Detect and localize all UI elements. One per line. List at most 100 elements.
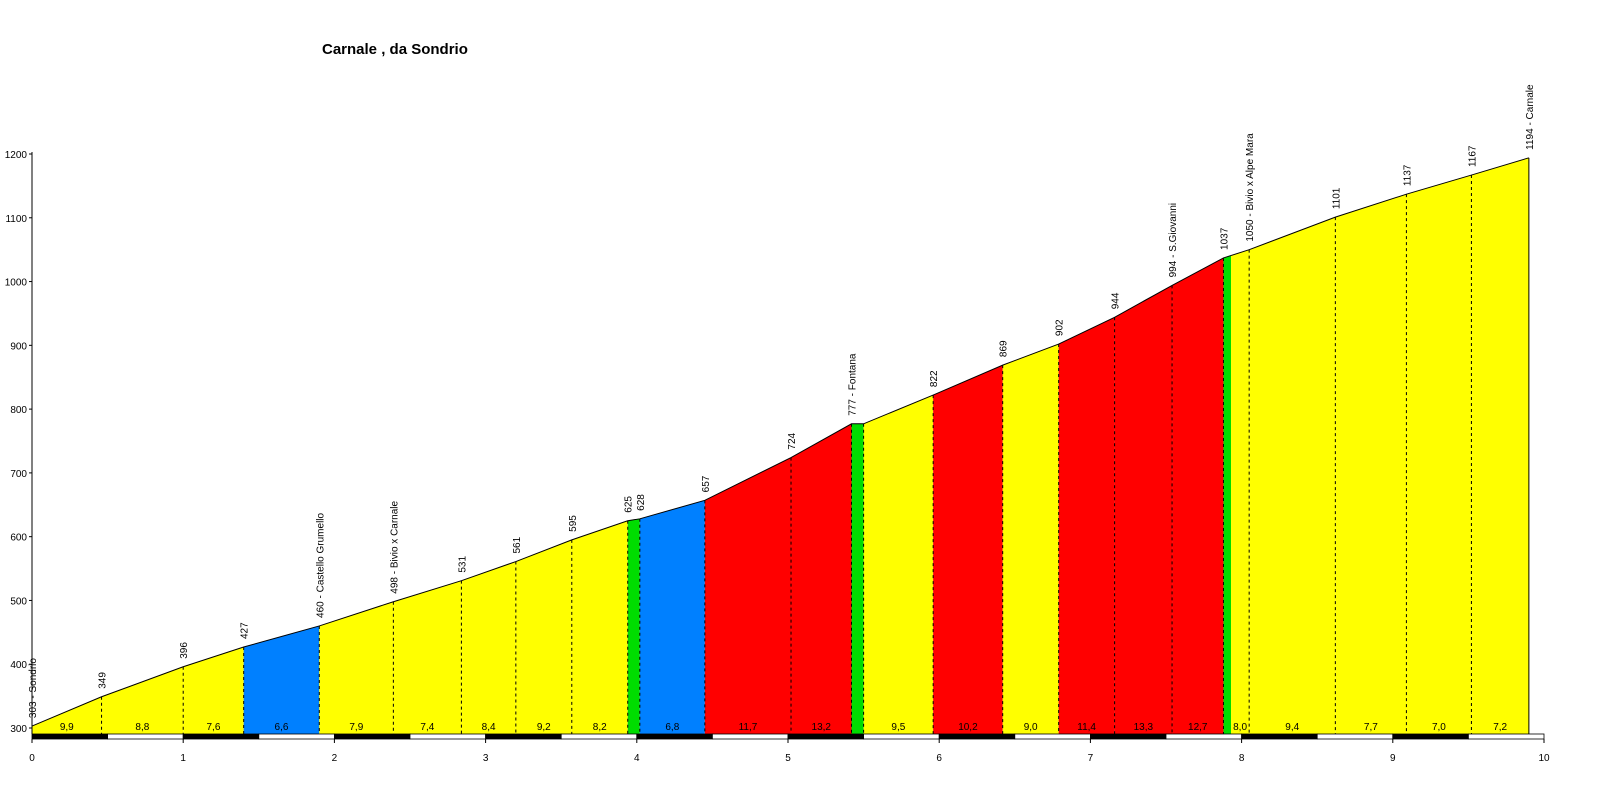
segment-red <box>1058 317 1115 734</box>
scale-block <box>1468 733 1545 740</box>
segment-yellow <box>32 696 102 734</box>
gradient-label: 7,0 <box>1432 722 1446 733</box>
segment-red <box>1114 285 1173 734</box>
km-scale-bar <box>31 733 1545 740</box>
segment-yellow <box>1471 157 1529 734</box>
elevation-label: 902 <box>1055 319 1066 336</box>
gradient-label: 8,2 <box>593 722 607 733</box>
x-tick-label: 1 <box>180 753 186 764</box>
gradient-label: 9,5 <box>891 722 905 733</box>
y-tick-label: 600 <box>10 533 27 544</box>
segment-red <box>704 457 792 734</box>
elevation-label: 625 <box>624 496 635 513</box>
elevation-label: 657 <box>701 475 712 492</box>
segment-yellow <box>183 647 244 734</box>
gradient-segments <box>32 157 1529 735</box>
segment-yellow <box>1335 194 1407 734</box>
segment-yellow <box>319 601 394 734</box>
gradient-label: 12,7 <box>1188 722 1208 733</box>
scale-block <box>182 733 260 740</box>
segment-yellow <box>461 561 516 734</box>
x-tick-label: 7 <box>1088 753 1094 764</box>
segment-blue <box>243 625 320 734</box>
gradient-label: 8,8 <box>135 722 149 733</box>
y-tick-label: 500 <box>10 596 27 607</box>
gradient-label: 7,2 <box>1493 722 1507 733</box>
gradient-label: 8,0 <box>1233 722 1247 733</box>
elevation-label: 427 <box>240 622 251 639</box>
gradient-label: 9,9 <box>60 722 74 733</box>
y-tick-label: 400 <box>10 660 27 671</box>
gradient-label: 9,0 <box>1024 722 1038 733</box>
elevation-label: 822 <box>929 370 940 387</box>
elevation-label: 1050 - Bivio x Alpe Mara <box>1245 133 1256 242</box>
elevation-label: 1194 - Carnale <box>1525 84 1536 150</box>
y-axis-ticks: 300 400 500 600 700 800 900 1000 1100 1200 <box>5 150 32 735</box>
scale-block <box>787 733 864 740</box>
x-tick-label: 0 <box>29 753 35 764</box>
gradient-label: 10,2 <box>958 722 978 733</box>
scale-block <box>107 733 184 740</box>
scale-block <box>938 733 1016 740</box>
gradient-label: 11,4 <box>1077 722 1096 733</box>
y-tick-label: 1000 <box>5 278 28 289</box>
x-tick-label: 4 <box>634 753 640 764</box>
segment-green <box>851 423 864 734</box>
segment-yellow <box>393 580 462 734</box>
gradient-label: 13,2 <box>812 722 832 733</box>
y-tick-label: 800 <box>10 405 27 416</box>
scale-block <box>1241 733 1318 740</box>
gradient-label: 7,7 <box>1364 722 1378 733</box>
scale-block <box>1090 733 1167 740</box>
x-tick-label: 6 <box>936 753 942 764</box>
elevation-label: 1037 <box>1219 227 1230 250</box>
scale-block <box>636 733 713 740</box>
y-tick-label: 900 <box>10 341 27 352</box>
scale-block <box>1165 733 1242 740</box>
gradient-label: 7,4 <box>420 722 434 733</box>
scale-block <box>31 733 108 740</box>
gradient-labels: 9,9 8,8 7,6 6,6 7,9 7,4 8,4 9,2 8,2 6,8 11,7 13,2 9,… <box>60 722 1508 733</box>
segment-yellow <box>1231 249 1250 734</box>
elevation-label: 460 - Castello Grumello <box>315 512 326 617</box>
segment-yellow <box>1406 175 1472 735</box>
gradient-label: 7,6 <box>206 722 220 733</box>
x-tick-label: 3 <box>483 753 489 764</box>
segment-yellow <box>571 520 628 734</box>
x-tick-label: 10 <box>1538 753 1550 764</box>
scale-block <box>1392 733 1469 740</box>
x-tick-label: 5 <box>785 753 791 764</box>
segment-green <box>627 518 640 734</box>
segment-yellow <box>1249 217 1336 734</box>
scale-block <box>485 733 562 740</box>
segment-red <box>1172 257 1224 734</box>
scale-block <box>333 733 411 740</box>
segment-red <box>933 365 1003 734</box>
gradient-label: 9,2 <box>537 722 551 733</box>
elevation-label: 1137 <box>1402 164 1413 186</box>
gradient-label: 13,3 <box>1134 722 1154 733</box>
scale-block <box>863 733 940 740</box>
y-tick-label: 300 <box>10 724 27 735</box>
elevation-label: 531 <box>457 556 468 573</box>
scale-block <box>1316 733 1394 740</box>
elevation-label: 869 <box>999 340 1010 357</box>
y-tick-label: 1200 <box>5 150 28 161</box>
y-tick-label: 1100 <box>5 214 27 225</box>
scale-block <box>560 733 638 740</box>
segment-yellow <box>101 666 184 734</box>
x-tick-label: 2 <box>332 753 338 764</box>
gradient-label: 11,7 <box>739 722 758 733</box>
elevation-label: 1101 <box>1331 187 1342 209</box>
profile-outline <box>31 157 1530 734</box>
y-tick-label: 700 <box>10 469 27 480</box>
x-tick-label: 8 <box>1239 753 1245 764</box>
km-dividers <box>101 175 1472 734</box>
x-axis-ticks: 0 1 2 3 4 5 6 7 8 9 10 <box>29 739 1550 764</box>
elevation-label: 561 <box>512 536 523 553</box>
elevation-label: 595 <box>568 515 579 532</box>
elevation-label: 944 <box>1111 292 1122 309</box>
elevation-label: 724 <box>787 432 798 449</box>
elevation-labels: 303 - Sondrio 349 396 427 460 - Castello Gru… <box>28 84 1536 718</box>
gradient-label: 8,4 <box>482 722 496 733</box>
